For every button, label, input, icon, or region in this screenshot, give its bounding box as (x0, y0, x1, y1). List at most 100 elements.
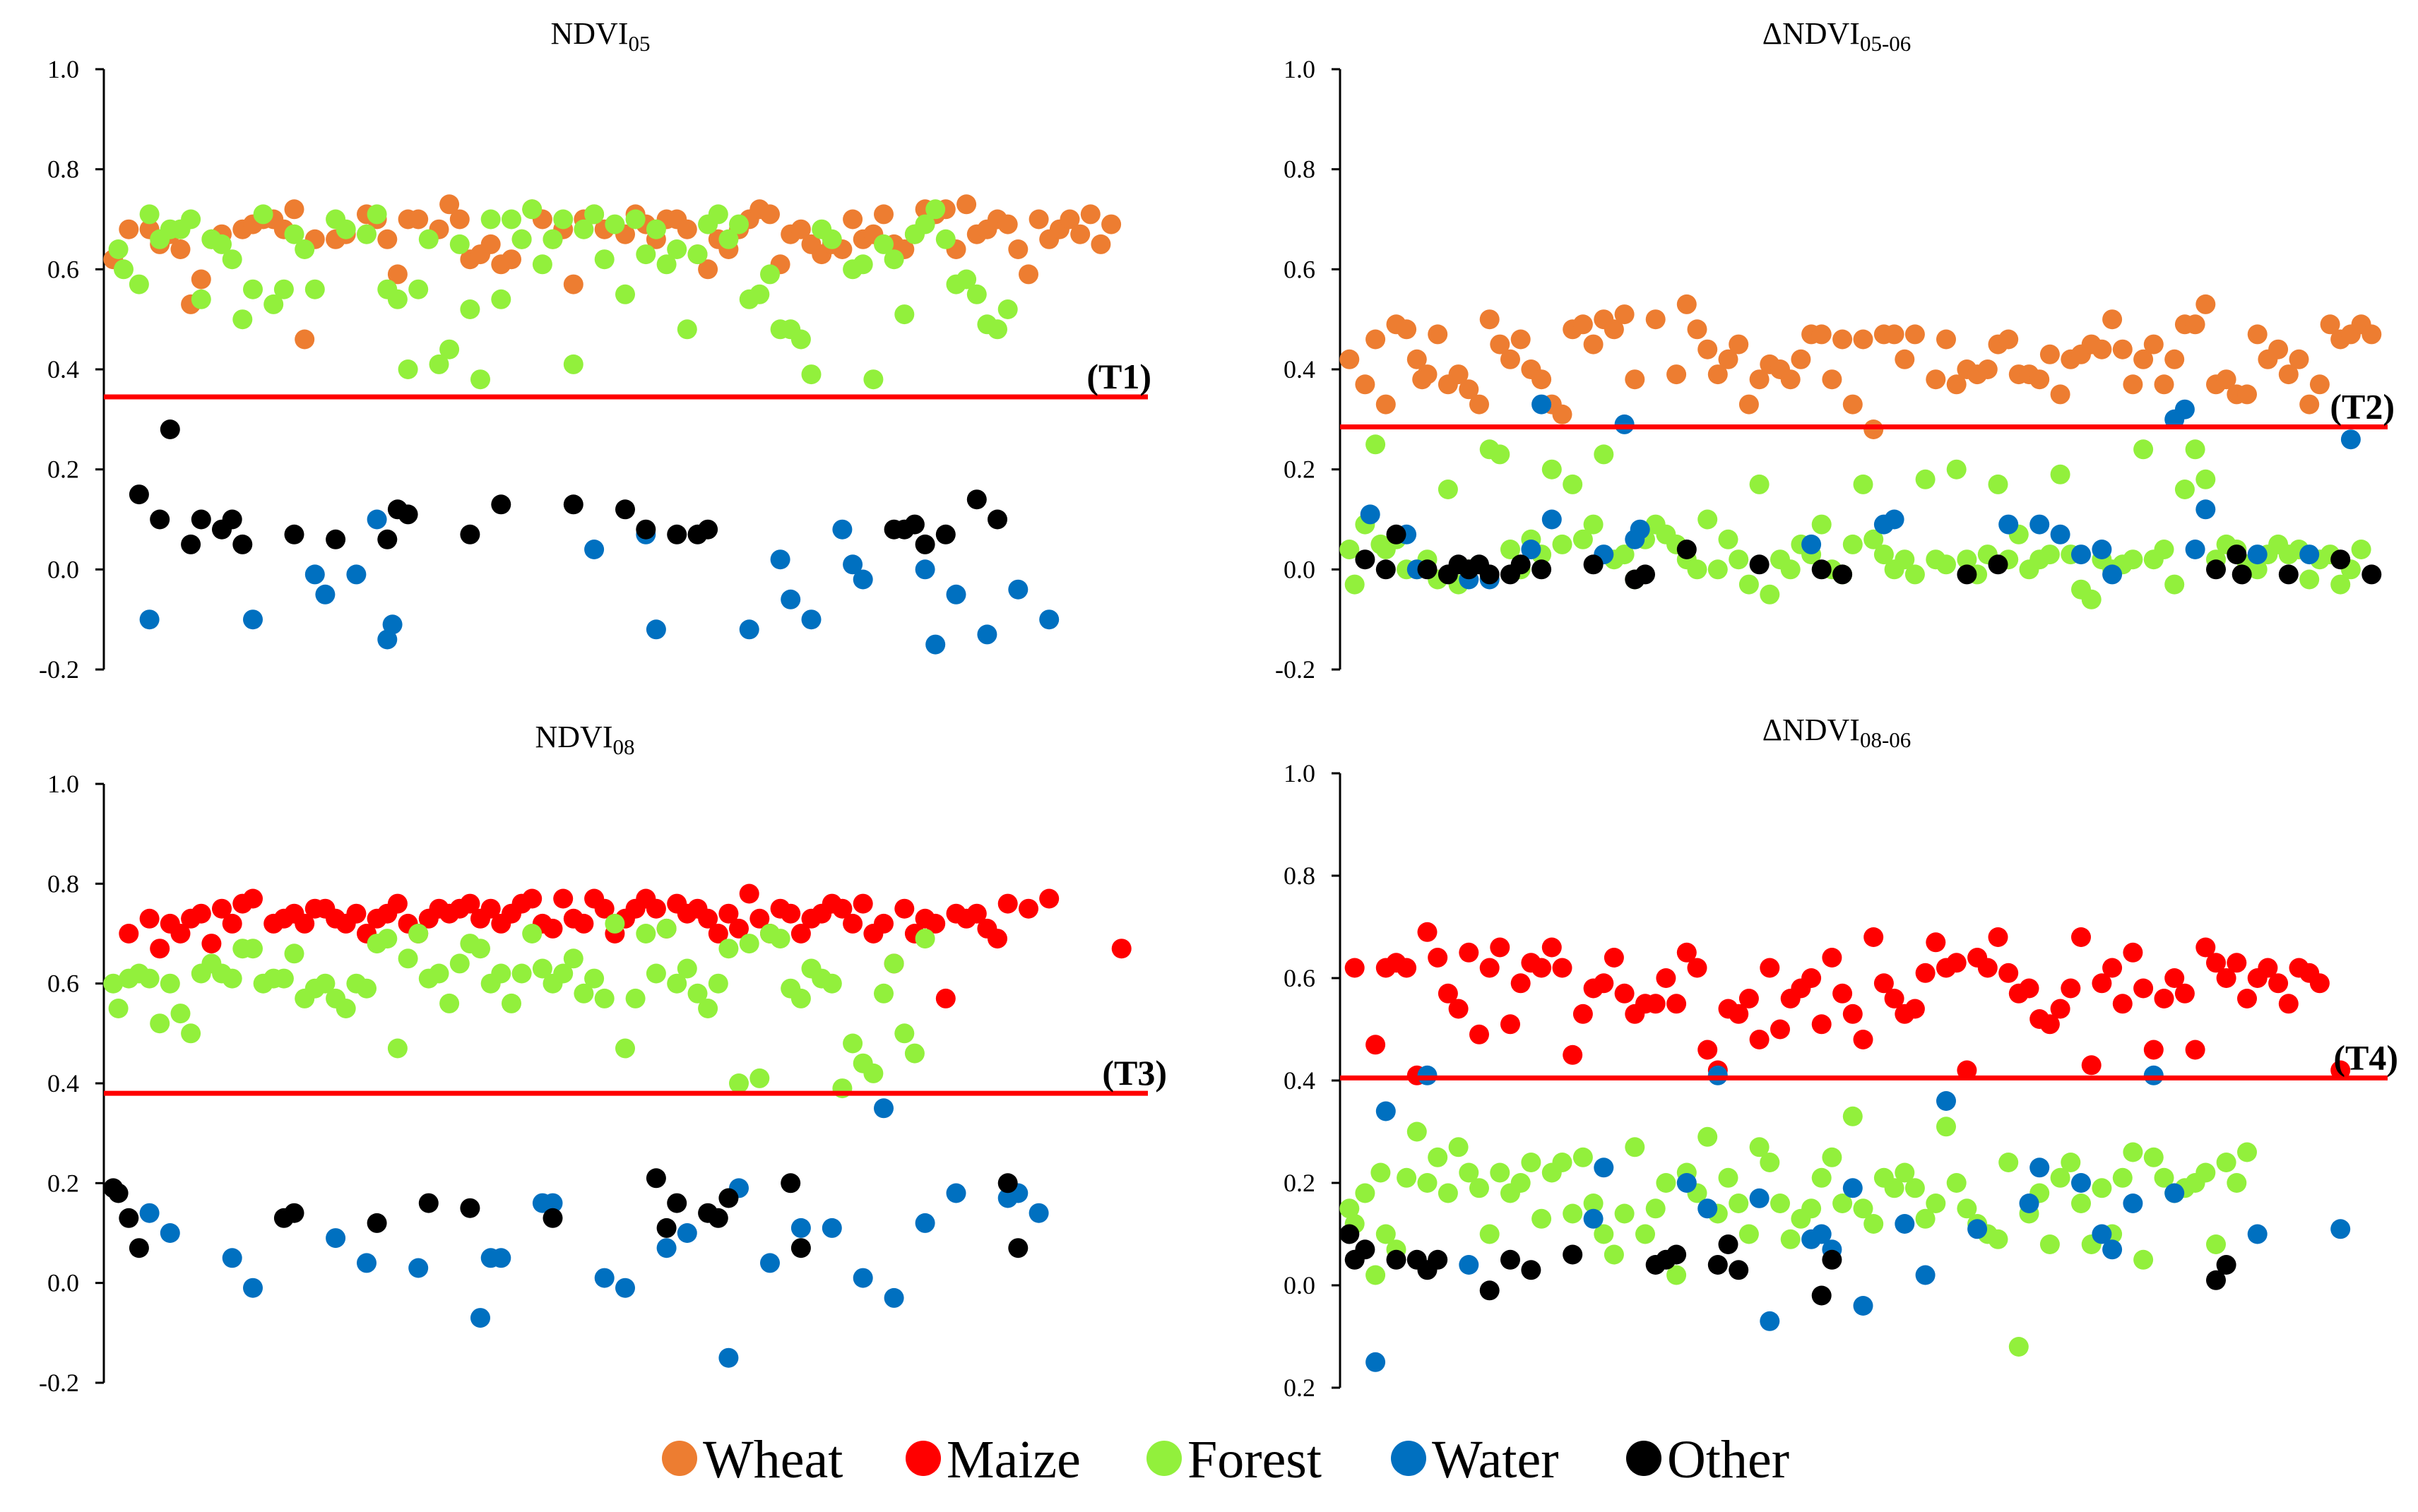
data-point-forest (1780, 559, 1801, 580)
data-point-forest (956, 269, 977, 290)
data-point-water (584, 540, 605, 559)
data-point-forest (925, 199, 946, 220)
data-point-maize (1594, 973, 1614, 994)
data-point-forest (718, 939, 739, 959)
data-point-maize (997, 893, 1018, 914)
data-point-maize (966, 903, 987, 924)
data-point-forest (1687, 559, 1707, 580)
data-point-wheat (2268, 339, 2289, 359)
data-point-other (1811, 559, 1832, 580)
data-point-wheat (2299, 394, 2320, 415)
data-point-forest (2092, 1178, 2112, 1198)
data-point-forest (511, 963, 532, 984)
data-point-wheat (1738, 394, 1759, 415)
data-point-other (708, 1208, 728, 1228)
data-point-forest (2195, 1162, 2216, 1183)
data-point-maize (781, 903, 801, 924)
data-point-other (904, 514, 925, 535)
data-point-forest (667, 239, 687, 259)
legend-label-other: Other (1667, 1430, 1789, 1489)
data-point-forest (1365, 1265, 1386, 1285)
data-point-forest (1895, 1162, 1915, 1183)
data-point-maize (2185, 1040, 2205, 1060)
data-point-wheat (1339, 349, 1360, 369)
data-point-maize (387, 893, 408, 914)
data-point-wheat (1707, 364, 1728, 385)
data-point-forest (460, 299, 480, 319)
data-point-other (418, 1193, 439, 1213)
data-point-maize (1500, 1014, 1520, 1035)
data-point-maize (2174, 983, 2195, 1004)
data-point-maize (2258, 958, 2278, 978)
data-point-maize (1729, 1004, 1749, 1024)
data-point-water (367, 509, 387, 530)
data-point-forest (429, 963, 449, 984)
data-point-forest (1915, 1208, 1936, 1229)
legend-marker-other (1626, 1441, 1661, 1476)
data-point-maize (191, 903, 211, 924)
data-point-wheat (295, 329, 315, 350)
data-point-water (139, 609, 160, 630)
data-point-maize (2164, 968, 2185, 988)
data-point-wheat (1070, 224, 1091, 244)
data-point-forest (2039, 544, 2060, 565)
data-point-other (988, 509, 1007, 530)
data-point-water (243, 609, 263, 630)
data-point-water (346, 564, 367, 585)
data-point-water (2185, 540, 2205, 559)
data-point-maize (1957, 1060, 1977, 1081)
data-point-wheat (191, 269, 211, 290)
data-point-water (470, 1308, 490, 1328)
data-point-maize (1801, 968, 1822, 988)
data-point-forest (1957, 549, 1977, 570)
data-point-water (915, 559, 935, 580)
data-point-forest (1873, 544, 1894, 565)
data-point-wheat (1676, 294, 1697, 314)
data-point-water (718, 1347, 739, 1368)
y-tick-label: 0.4 (47, 1069, 79, 1097)
data-point-forest (387, 289, 408, 309)
data-point-forest (822, 973, 842, 994)
data-point-water (1884, 509, 1904, 530)
data-point-maize (739, 883, 759, 904)
y-tick-label: 0.2 (47, 1169, 79, 1197)
legend-marker-water (1391, 1441, 1426, 1476)
data-point-forest (1988, 1229, 2008, 1249)
data-point-forest (2133, 439, 2154, 460)
data-point-forest (894, 304, 915, 325)
data-point-forest (532, 958, 552, 979)
data-point-forest (1853, 474, 1873, 494)
data-point-forest (915, 929, 935, 949)
data-point-forest (1583, 1193, 1604, 1213)
data-point-water (1459, 1255, 1479, 1275)
data-point-maize (543, 918, 563, 939)
data-point-other (1822, 1249, 1842, 1270)
data-point-forest (449, 234, 470, 254)
data-point-forest (1729, 1193, 1749, 1213)
data-point-water (656, 1238, 677, 1258)
data-point-maize (1541, 937, 1562, 958)
data-point-forest (801, 364, 822, 385)
data-point-forest (449, 953, 470, 974)
data-point-other (1479, 1280, 1500, 1301)
data-point-wheat (1904, 324, 1925, 345)
y-tick-label: -0.2 (39, 655, 79, 684)
data-point-maize (1531, 958, 1552, 978)
data-point-wheat (2123, 374, 2143, 395)
data-point-other (1563, 1244, 1583, 1265)
data-point-forest (1822, 1147, 1842, 1167)
data-point-forest (1863, 1214, 1884, 1234)
data-point-wheat (1572, 314, 1593, 335)
data-point-forest (295, 239, 315, 259)
data-point-forest (1801, 1198, 1822, 1219)
legend-marker-forest (1146, 1441, 1182, 1476)
data-point-forest (822, 229, 842, 249)
data-point-water (1029, 1203, 1049, 1223)
data-point-wheat (2309, 374, 2330, 395)
data-point-forest (1479, 1224, 1500, 1244)
data-point-water (382, 614, 403, 635)
data-point-water (1936, 1091, 1956, 1111)
data-point-wheat (1448, 364, 1469, 385)
y-ticks: 1.0 0.8 0.6 0.4 0.2 0.0 -0.2 (1275, 55, 1340, 684)
